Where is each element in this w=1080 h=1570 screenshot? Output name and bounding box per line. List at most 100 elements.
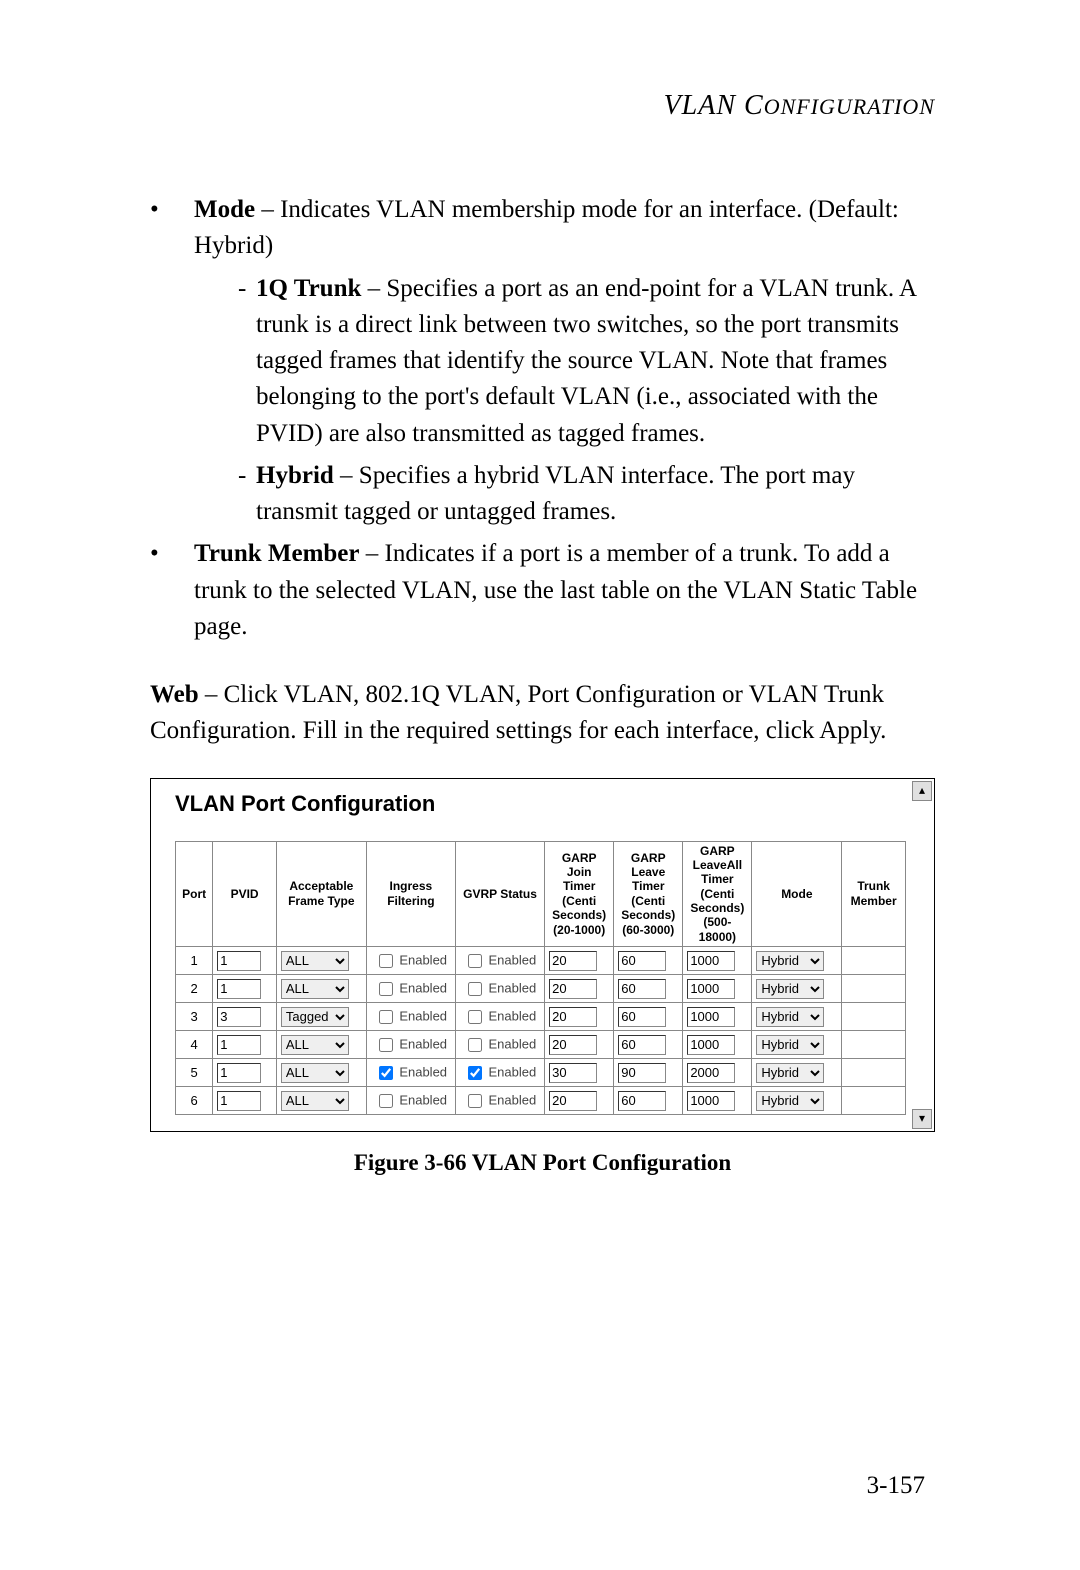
col-leave: GARP Leave Timer (Centi Seconds) (60-300… bbox=[614, 841, 683, 947]
ingress-checkbox[interactable] bbox=[379, 954, 393, 968]
ingress-checkbox[interactable] bbox=[379, 1038, 393, 1052]
join-timer-input[interactable] bbox=[549, 1035, 597, 1055]
frame-type-select[interactable]: Tagged bbox=[281, 1007, 349, 1027]
cell-leave bbox=[614, 975, 683, 1003]
cell-port: 4 bbox=[176, 1031, 213, 1059]
leave-timer-input[interactable] bbox=[618, 1063, 666, 1083]
gvrp-checkbox[interactable] bbox=[468, 1066, 482, 1080]
header-main: VLAN C bbox=[664, 90, 764, 121]
cell-frame: ALL bbox=[276, 1059, 366, 1087]
pvid-input[interactable] bbox=[217, 1007, 261, 1027]
cell-port: 3 bbox=[176, 1003, 213, 1031]
cell-leaveall bbox=[683, 1087, 752, 1115]
leaveall-timer-input[interactable] bbox=[687, 1007, 735, 1027]
pvid-input[interactable] bbox=[217, 951, 261, 971]
cell-trunk bbox=[842, 1087, 906, 1115]
cell-gvrp: Enabled bbox=[455, 1059, 544, 1087]
cell-join bbox=[545, 1003, 614, 1031]
cell-frame: Tagged bbox=[276, 1003, 366, 1031]
cell-frame: ALL bbox=[276, 975, 366, 1003]
cell-join bbox=[545, 947, 614, 975]
gvrp-checkbox[interactable] bbox=[468, 1038, 482, 1052]
cell-pvid bbox=[213, 1059, 277, 1087]
col-frame: Acceptable Frame Type bbox=[276, 841, 366, 947]
cell-port: 6 bbox=[176, 1087, 213, 1115]
table-row: 4ALL Enabled EnabledHybrid bbox=[176, 1031, 906, 1059]
config-table: Port PVID Acceptable Frame Type Ingress … bbox=[175, 841, 906, 1116]
ingress-checkbox[interactable] bbox=[379, 1094, 393, 1108]
frame-type-select[interactable]: ALL bbox=[281, 1035, 349, 1055]
leaveall-timer-input[interactable] bbox=[687, 979, 735, 999]
col-mode: Mode bbox=[752, 841, 842, 947]
cell-mode: Hybrid bbox=[752, 947, 842, 975]
cell-pvid bbox=[213, 1031, 277, 1059]
mode-select[interactable]: Hybrid bbox=[756, 1063, 824, 1083]
cell-ingress: Enabled bbox=[366, 975, 455, 1003]
leave-timer-input[interactable] bbox=[618, 951, 666, 971]
pvid-input[interactable] bbox=[217, 1091, 261, 1111]
join-timer-input[interactable] bbox=[549, 1063, 597, 1083]
gvrp-checkbox[interactable] bbox=[468, 954, 482, 968]
gvrp-checkbox[interactable] bbox=[468, 982, 482, 996]
cell-leaveall bbox=[683, 1003, 752, 1031]
scroll-down-icon[interactable]: ▾ bbox=[912, 1109, 932, 1129]
cell-join bbox=[545, 1087, 614, 1115]
screenshot-title: VLAN Port Configuration bbox=[175, 791, 906, 817]
cell-port: 5 bbox=[176, 1059, 213, 1087]
cell-mode: Hybrid bbox=[752, 1059, 842, 1087]
gvrp-checkbox[interactable] bbox=[468, 1094, 482, 1108]
header-smallcaps: ONFIGURATION bbox=[764, 94, 935, 119]
leaveall-timer-input[interactable] bbox=[687, 1035, 735, 1055]
join-timer-input[interactable] bbox=[549, 1007, 597, 1027]
mode-text: – Indicates VLAN membership mode for an … bbox=[194, 196, 899, 259]
cell-gvrp: Enabled bbox=[455, 1031, 544, 1059]
hybrid-text: – Specifies a hybrid VLAN interface. The… bbox=[256, 462, 855, 525]
frame-type-select[interactable]: ALL bbox=[281, 1091, 349, 1111]
page-header: VLAN CONFIGURATION bbox=[150, 90, 935, 122]
cell-gvrp: Enabled bbox=[455, 1003, 544, 1031]
mode-select[interactable]: Hybrid bbox=[756, 951, 824, 971]
cell-leaveall bbox=[683, 947, 752, 975]
scroll-up-icon[interactable]: ▴ bbox=[912, 781, 932, 801]
pvid-input[interactable] bbox=[217, 979, 261, 999]
table-row: 5ALL Enabled EnabledHybrid bbox=[176, 1059, 906, 1087]
cell-leave bbox=[614, 947, 683, 975]
mode-select[interactable]: Hybrid bbox=[756, 1007, 824, 1027]
frame-type-select[interactable]: ALL bbox=[281, 951, 349, 971]
frame-type-select[interactable]: ALL bbox=[281, 1063, 349, 1083]
cell-leaveall bbox=[683, 975, 752, 1003]
join-timer-input[interactable] bbox=[549, 1091, 597, 1111]
ingress-checkbox[interactable] bbox=[379, 1066, 393, 1080]
trunk-label: 1Q Trunk bbox=[256, 275, 361, 302]
leaveall-timer-input[interactable] bbox=[687, 1091, 735, 1111]
leave-timer-input[interactable] bbox=[618, 979, 666, 999]
mode-select[interactable]: Hybrid bbox=[756, 1091, 824, 1111]
table-row: 6ALL Enabled EnabledHybrid bbox=[176, 1087, 906, 1115]
join-timer-input[interactable] bbox=[549, 951, 597, 971]
col-ingress: Ingress Filtering bbox=[366, 841, 455, 947]
col-join: GARP Join Timer (Centi Seconds) (20-1000… bbox=[545, 841, 614, 947]
pvid-input[interactable] bbox=[217, 1035, 261, 1055]
cell-leave bbox=[614, 1087, 683, 1115]
mode-select[interactable]: Hybrid bbox=[756, 979, 824, 999]
frame-type-select[interactable]: ALL bbox=[281, 979, 349, 999]
cell-leave bbox=[614, 1059, 683, 1087]
cell-port: 1 bbox=[176, 947, 213, 975]
join-timer-input[interactable] bbox=[549, 979, 597, 999]
cell-leaveall bbox=[683, 1031, 752, 1059]
leaveall-timer-input[interactable] bbox=[687, 951, 735, 971]
table-row: 2ALL Enabled EnabledHybrid bbox=[176, 975, 906, 1003]
cell-join bbox=[545, 1031, 614, 1059]
leave-timer-input[interactable] bbox=[618, 1035, 666, 1055]
cell-frame: ALL bbox=[276, 1087, 366, 1115]
mode-select[interactable]: Hybrid bbox=[756, 1035, 824, 1055]
leave-timer-input[interactable] bbox=[618, 1091, 666, 1111]
gvrp-checkbox[interactable] bbox=[468, 1010, 482, 1024]
ingress-checkbox[interactable] bbox=[379, 1010, 393, 1024]
leave-timer-input[interactable] bbox=[618, 1007, 666, 1027]
pvid-input[interactable] bbox=[217, 1063, 261, 1083]
mode-label: Mode bbox=[194, 196, 255, 223]
cell-trunk bbox=[842, 1003, 906, 1031]
ingress-checkbox[interactable] bbox=[379, 982, 393, 996]
leaveall-timer-input[interactable] bbox=[687, 1063, 735, 1083]
